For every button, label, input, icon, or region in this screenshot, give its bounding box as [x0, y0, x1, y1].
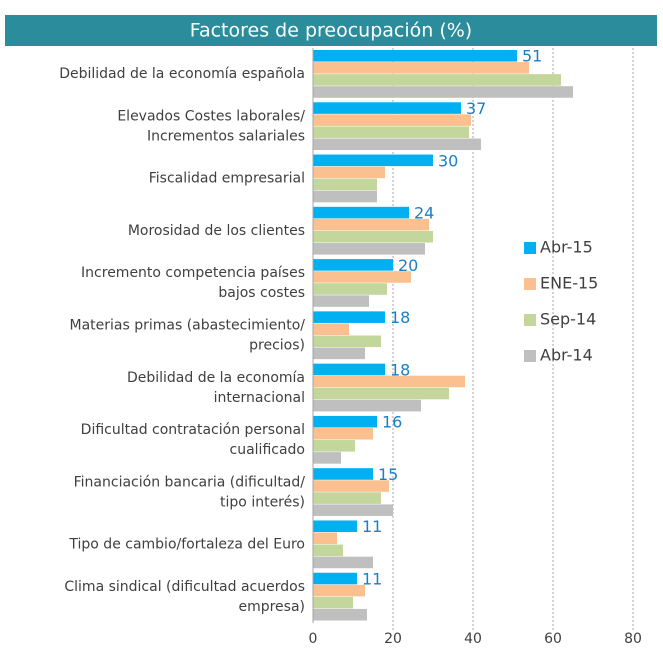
bar — [313, 468, 373, 480]
data-label: 15 — [378, 465, 398, 484]
data-label: 24 — [414, 204, 434, 223]
bar — [313, 230, 433, 243]
bar — [313, 584, 365, 597]
category-label: cualificado — [230, 442, 305, 458]
bar — [313, 596, 353, 609]
bar — [313, 520, 357, 533]
bar — [313, 544, 343, 557]
category-label: Dificultad contratación personal — [81, 422, 305, 438]
bar — [313, 532, 337, 545]
x-tick-label: 60 — [544, 631, 562, 647]
legend-label: Sep-14 — [540, 310, 596, 329]
category-label: Tipo de cambio/fortaleza del Euro — [68, 537, 305, 553]
category-label: Debilidad de la economía — [127, 370, 305, 386]
category-label: Debilidad de la economía española — [59, 66, 305, 82]
category-label: Materias primas (abastecimiento/ — [70, 318, 306, 334]
bar — [313, 271, 411, 283]
legend-swatch — [524, 350, 536, 362]
bar — [313, 178, 377, 191]
data-label: 18 — [390, 308, 410, 327]
bar — [313, 556, 373, 569]
bar — [313, 283, 387, 295]
legend-swatch — [524, 242, 536, 254]
category-label: bajos costes — [218, 285, 305, 301]
legend-swatch — [524, 314, 536, 326]
x-tick-label: 40 — [464, 631, 482, 647]
data-label: 30 — [438, 151, 458, 170]
bar — [313, 50, 517, 62]
bar — [313, 399, 421, 412]
category-label: Financiación bancaria (dificultad/ — [74, 474, 306, 490]
bar — [313, 138, 481, 151]
bar — [313, 572, 357, 585]
category-label: Elevados Costes laborales/ — [117, 108, 305, 124]
data-label: 11 — [362, 569, 382, 588]
category-label: tipo interés) — [220, 494, 305, 510]
bar — [313, 440, 355, 452]
bar — [313, 218, 429, 231]
bar — [313, 504, 393, 516]
title-bar — [5, 15, 657, 46]
bar — [313, 206, 409, 219]
bar — [313, 259, 393, 271]
bar — [313, 102, 461, 114]
bar — [313, 190, 377, 203]
bar — [313, 387, 449, 400]
data-label: 16 — [382, 413, 402, 432]
bar — [313, 311, 385, 323]
bar — [313, 452, 341, 464]
category-label: Incremento competencia países — [81, 265, 305, 281]
category-label: empresa) — [238, 599, 305, 615]
x-tick-label: 80 — [624, 631, 642, 647]
bar — [313, 608, 367, 621]
legend-swatch — [524, 278, 536, 290]
bar — [313, 62, 529, 74]
bar — [313, 86, 573, 98]
bar — [313, 415, 377, 428]
category-label: Incrementos salariales — [147, 128, 305, 144]
bar — [313, 74, 561, 86]
bar — [313, 126, 469, 138]
category-label: precios) — [249, 338, 305, 354]
x-tick-label: 0 — [309, 631, 318, 647]
bar — [313, 243, 425, 255]
data-label: 51 — [522, 47, 542, 66]
data-label: 18 — [390, 360, 410, 379]
bar — [313, 375, 465, 388]
bar — [313, 427, 373, 440]
category-label: Clima sindical (dificultad acuerdos — [64, 579, 305, 595]
bar — [313, 480, 389, 492]
bar — [313, 335, 381, 348]
bar — [313, 166, 385, 179]
legend-label: Abr-14 — [540, 346, 593, 365]
category-label: Fiscalidad empresarial — [149, 171, 305, 187]
chart-title: Factores de preocupación (%) — [190, 20, 472, 42]
bar — [313, 323, 349, 335]
bar — [313, 114, 471, 126]
bar — [313, 347, 365, 360]
category-label: Morosidad de los clientes — [128, 223, 305, 239]
bar — [313, 154, 433, 167]
category-label: internacional — [214, 390, 305, 406]
data-label: 11 — [362, 517, 382, 536]
legend-label: ENE-15 — [540, 274, 598, 293]
legend-label: Abr-15 — [540, 238, 593, 257]
data-label: 37 — [466, 99, 486, 118]
bar — [313, 363, 385, 376]
x-tick-label: 20 — [384, 631, 402, 647]
data-label: 20 — [398, 256, 418, 275]
bar — [313, 295, 369, 307]
bar — [313, 492, 381, 504]
